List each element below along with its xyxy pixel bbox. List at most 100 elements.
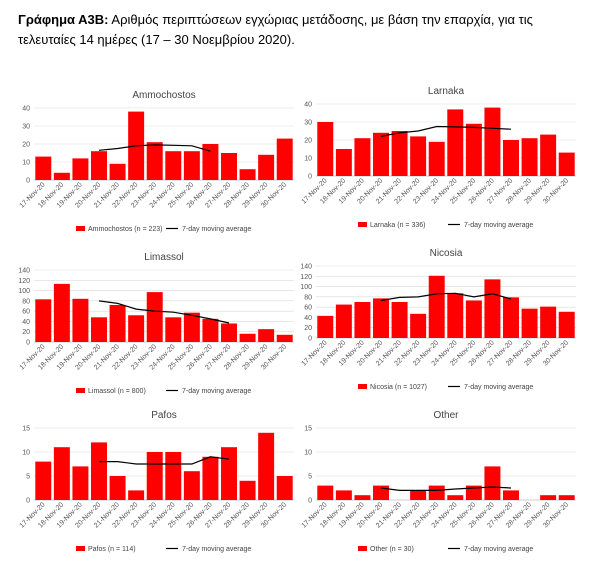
y-tick-label: 20	[22, 142, 30, 149]
bar	[335, 149, 352, 176]
bar	[447, 109, 464, 176]
legend-bar-label: Limassol (n = 800)	[88, 388, 146, 395]
bar	[35, 299, 52, 342]
moving-average-line	[99, 456, 230, 465]
legend-line-label: 7-day moving average	[182, 546, 251, 553]
bar	[239, 169, 256, 180]
bar	[202, 318, 219, 342]
y-tick-label: 10	[304, 156, 312, 163]
bar	[258, 329, 275, 342]
y-tick-label: 100	[18, 288, 30, 295]
bar	[335, 304, 352, 338]
bar	[521, 138, 538, 176]
y-tick-label: 15	[304, 426, 312, 433]
legend-line-label: 7-day moving average	[464, 222, 533, 229]
legend-line-label: 7-day moving average	[182, 226, 251, 233]
y-tick-label: 120	[18, 278, 30, 285]
chart-limassol: Limassol 0 20 40 60 80 100 120 140 17-Nov-20 18-No…	[8, 250, 298, 395]
y-tick-label: 60	[22, 309, 30, 316]
y-tick-label: 15	[22, 426, 30, 433]
bar	[165, 317, 182, 342]
bar	[276, 138, 293, 180]
bar	[221, 153, 237, 180]
bar	[165, 452, 182, 500]
bar	[373, 132, 389, 176]
bar	[558, 152, 575, 176]
bar	[276, 334, 293, 342]
bar	[202, 144, 219, 180]
bar	[183, 312, 200, 342]
legend-bar-swatch	[76, 388, 85, 393]
figure-caption: Γράφημα Α3Β: Αριθμός περιπτώσεων εγχώρια…	[18, 10, 583, 50]
bar	[558, 495, 575, 500]
moving-average-line	[380, 125, 512, 137]
moving-average-line	[380, 486, 512, 491]
bar	[484, 466, 501, 500]
chart-larnaka: Larnaka 0 10 20 30 40 17-Nov-20 18-Nov-20 19-Nov…	[290, 84, 580, 229]
bar	[146, 452, 163, 500]
bar	[72, 466, 89, 500]
bar	[276, 476, 293, 500]
bar	[35, 461, 52, 500]
chart-title: Other	[433, 410, 459, 421]
legend-bar-swatch	[358, 384, 367, 389]
y-tick-label: 30	[22, 124, 30, 131]
bar	[428, 275, 445, 338]
y-tick-label: 100	[300, 284, 312, 291]
legend-line-label: 7-day moving average	[464, 546, 533, 553]
chart-svg: Other05101517-Nov-2018-Nov-2019-Nov-2020…	[301, 410, 576, 553]
y-tick-label: 80	[304, 294, 312, 301]
y-tick-label: 10	[22, 160, 30, 167]
bar	[72, 158, 89, 180]
bar	[410, 490, 427, 500]
y-tick-label: 20	[304, 325, 312, 332]
chart-svg: Pafos05101517-Nov-2018-Nov-2019-Nov-2020…	[19, 410, 294, 553]
bar	[128, 315, 145, 342]
bar	[428, 141, 445, 176]
y-tick-label: 60	[304, 305, 312, 312]
bar	[109, 476, 126, 500]
chart-other: Other 0 5 10 15 17-Nov-20 18-Nov-20 19-Nov-20 20…	[290, 408, 580, 553]
legend-bar-label: Nicosia (n = 1027)	[370, 384, 427, 391]
bar	[335, 490, 352, 500]
y-tick-label: 40	[304, 102, 312, 109]
bar	[53, 172, 70, 180]
chart-svg: Limassol02040608010012014017-Nov-2018-No…	[18, 252, 294, 395]
bar	[354, 302, 371, 338]
bar	[373, 485, 389, 500]
bar	[109, 163, 126, 180]
y-tick-label: 140	[18, 268, 30, 275]
bar	[146, 292, 163, 342]
bar	[109, 304, 126, 342]
y-tick-label: 0	[308, 336, 312, 343]
bar	[484, 279, 501, 338]
y-tick-label: 0	[308, 174, 312, 181]
y-tick-label: 10	[304, 450, 312, 457]
bar	[165, 151, 182, 180]
bar	[221, 323, 237, 342]
bar	[128, 490, 145, 500]
bar	[91, 151, 107, 180]
y-tick-label: 0	[26, 178, 30, 185]
bar	[503, 297, 519, 338]
bar	[354, 495, 371, 500]
y-tick-label: 5	[26, 474, 30, 481]
chart-title: Ammochostos	[132, 90, 195, 101]
y-tick-label: 140	[300, 264, 312, 271]
chart-title: Larnaka	[428, 86, 465, 97]
y-tick-label: 120	[300, 274, 312, 281]
bar	[317, 485, 334, 500]
bar	[540, 134, 557, 176]
bar	[202, 456, 219, 500]
chart-pafos: Pafos 0 5 10 15 17-Nov-20 18-Nov-20 19-Nov-20 20…	[8, 408, 298, 553]
legend-bar-swatch	[358, 546, 367, 551]
legend-bar-label: Ammochostos (n = 223)	[88, 226, 163, 233]
chart-svg: Larnaka01020304017-Nov-2018-Nov-2019-Nov…	[301, 86, 576, 229]
y-tick-label: 0	[26, 498, 30, 505]
bar	[484, 107, 501, 176]
legend-bar-label: Other (n = 30)	[370, 546, 414, 553]
bar	[410, 136, 427, 176]
bar	[465, 123, 482, 176]
bar	[465, 300, 482, 338]
bar	[391, 131, 408, 176]
